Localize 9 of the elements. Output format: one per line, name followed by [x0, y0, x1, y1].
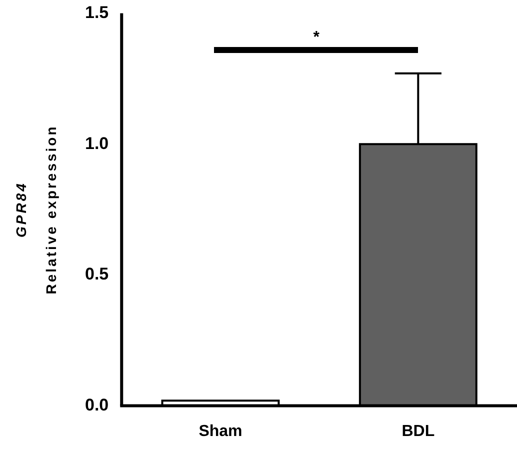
x-tick-label: Sham — [198, 422, 242, 440]
y-tick-label: 0.0 — [84, 395, 109, 414]
y-tick-label: 1.0 — [84, 134, 109, 153]
annotation: * — [312, 29, 320, 48]
y-tick-label: 0.5 — [84, 264, 109, 284]
y-axis-title: GPR84 Relative expression — [12, 124, 59, 294]
x-tick-label: BDL — [402, 422, 435, 440]
significance-bracket: * — [214, 29, 418, 54]
y-tick-label: 1.5 — [84, 2, 109, 22]
